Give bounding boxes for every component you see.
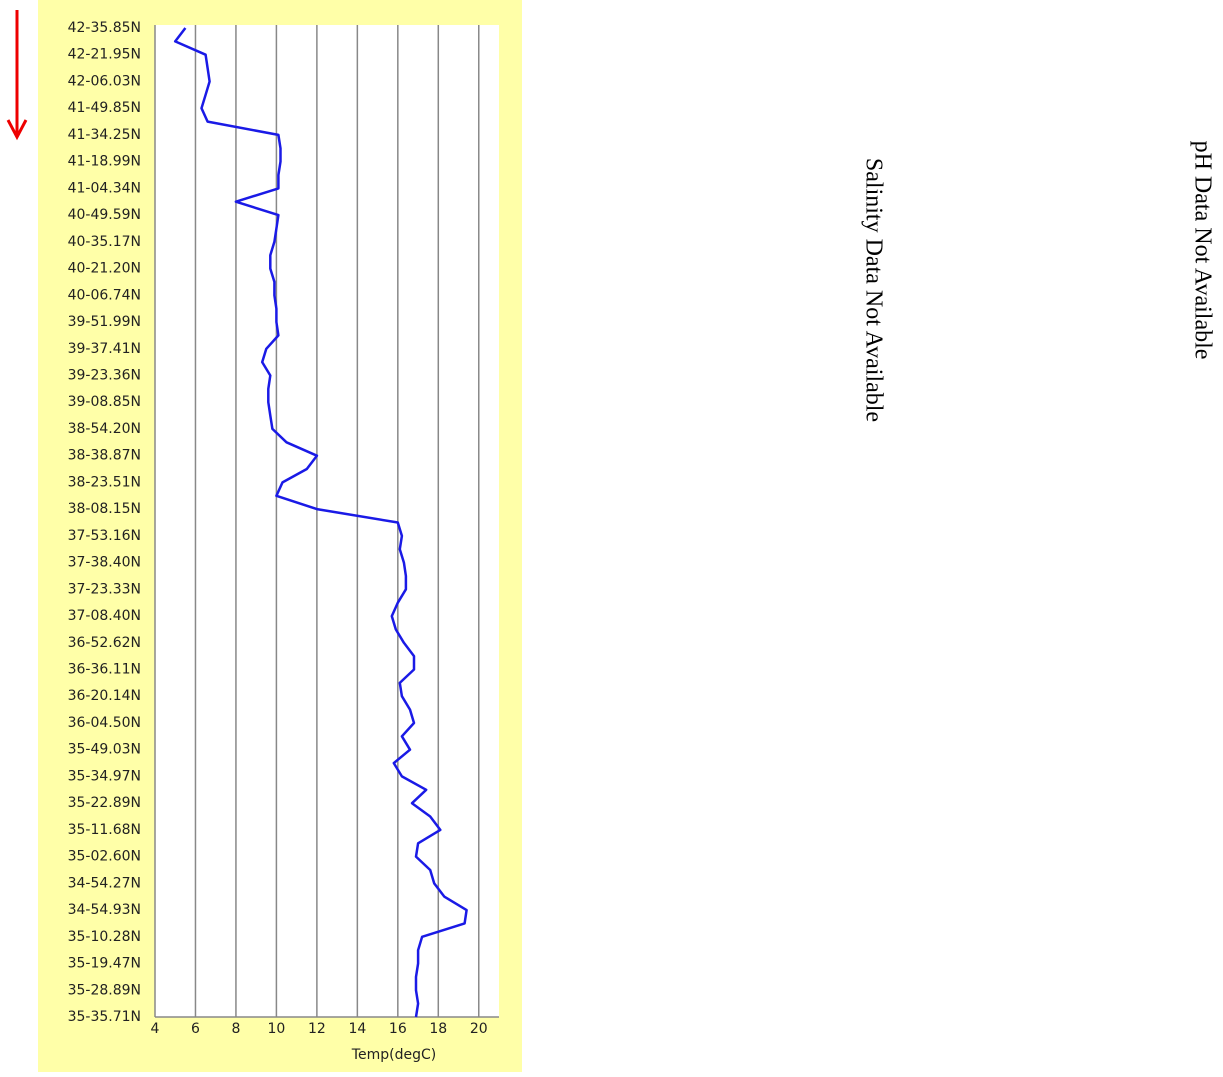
- y-tick-label: 35-35.71N: [68, 1009, 141, 1025]
- y-tick-label: 39-37.41N: [68, 341, 141, 357]
- y-tick-label: 34-54.93N: [68, 902, 141, 918]
- y-tick-label: 42-06.03N: [68, 73, 141, 89]
- y-tick-label: 42-21.95N: [68, 47, 141, 63]
- direction-arrow-head: [6, 119, 28, 141]
- y-tick-label: 40-35.17N: [68, 234, 141, 250]
- y-tick-label: 35-19.47N: [68, 956, 141, 972]
- y-tick-label: 38-08.15N: [68, 501, 141, 517]
- x-tick-label: 12: [308, 1021, 326, 1037]
- x-tick-label: 6: [191, 1021, 200, 1037]
- y-tick-label: 36-52.62N: [68, 635, 141, 651]
- y-tick-label: 35-11.68N: [68, 822, 141, 838]
- x-tick-label: 20: [470, 1021, 488, 1037]
- y-tick-label: 37-23.33N: [68, 581, 141, 597]
- x-axis-label: Temp(degC): [351, 1047, 436, 1063]
- y-tick-label: 41-18.99N: [68, 154, 141, 170]
- y-tick-label: 40-49.59N: [68, 207, 141, 223]
- y-tick-label: 37-38.40N: [68, 555, 141, 571]
- y-tick-label: 37-08.40N: [68, 608, 141, 624]
- temperature-line: [173, 27, 468, 1018]
- y-tick-label: 39-08.85N: [68, 394, 141, 410]
- plot-area: [155, 25, 499, 1017]
- y-tick-label: 38-54.20N: [68, 421, 141, 437]
- annotation: Salinity Data Not Available: [860, 158, 886, 422]
- y-tick-label: 35-02.60N: [68, 849, 141, 865]
- y-tick-label: 35-34.97N: [68, 768, 141, 784]
- x-tick-label: 4: [151, 1021, 160, 1037]
- y-tick-label: 41-04.34N: [68, 180, 141, 196]
- x-tick-label: 10: [267, 1021, 285, 1037]
- y-tick-label: 41-49.85N: [68, 100, 141, 116]
- y-tick-label: 36-36.11N: [68, 662, 141, 678]
- annotation: pH Data Not Available: [1189, 141, 1215, 360]
- y-tick-label: 35-10.28N: [68, 929, 141, 945]
- y-tick-label: 37-53.16N: [68, 528, 141, 544]
- y-tick-label: 36-04.50N: [68, 715, 141, 731]
- y-tick-label: 35-28.89N: [68, 982, 141, 998]
- y-tick-label: 35-22.89N: [68, 795, 141, 811]
- y-tick-label: 35-49.03N: [68, 742, 141, 758]
- y-tick-label: 38-23.51N: [68, 474, 141, 490]
- x-tick-label: 16: [389, 1021, 407, 1037]
- y-tick-label: 34-54.27N: [68, 875, 141, 891]
- x-tick-label: 8: [231, 1021, 240, 1037]
- y-tick-label: 41-34.25N: [68, 127, 141, 143]
- x-tick-label: 14: [348, 1021, 366, 1037]
- y-tick-label: 39-23.36N: [68, 367, 141, 383]
- y-tick-label: 40-21.20N: [68, 261, 141, 277]
- y-tick-label: 36-20.14N: [68, 688, 141, 704]
- y-tick-label: 39-51.99N: [68, 314, 141, 330]
- y-tick-label: 38-38.87N: [68, 448, 141, 464]
- y-tick-label: 40-06.74N: [68, 287, 141, 303]
- x-tick-label: 18: [429, 1021, 447, 1037]
- y-tick-label: 42-35.85N: [68, 20, 141, 36]
